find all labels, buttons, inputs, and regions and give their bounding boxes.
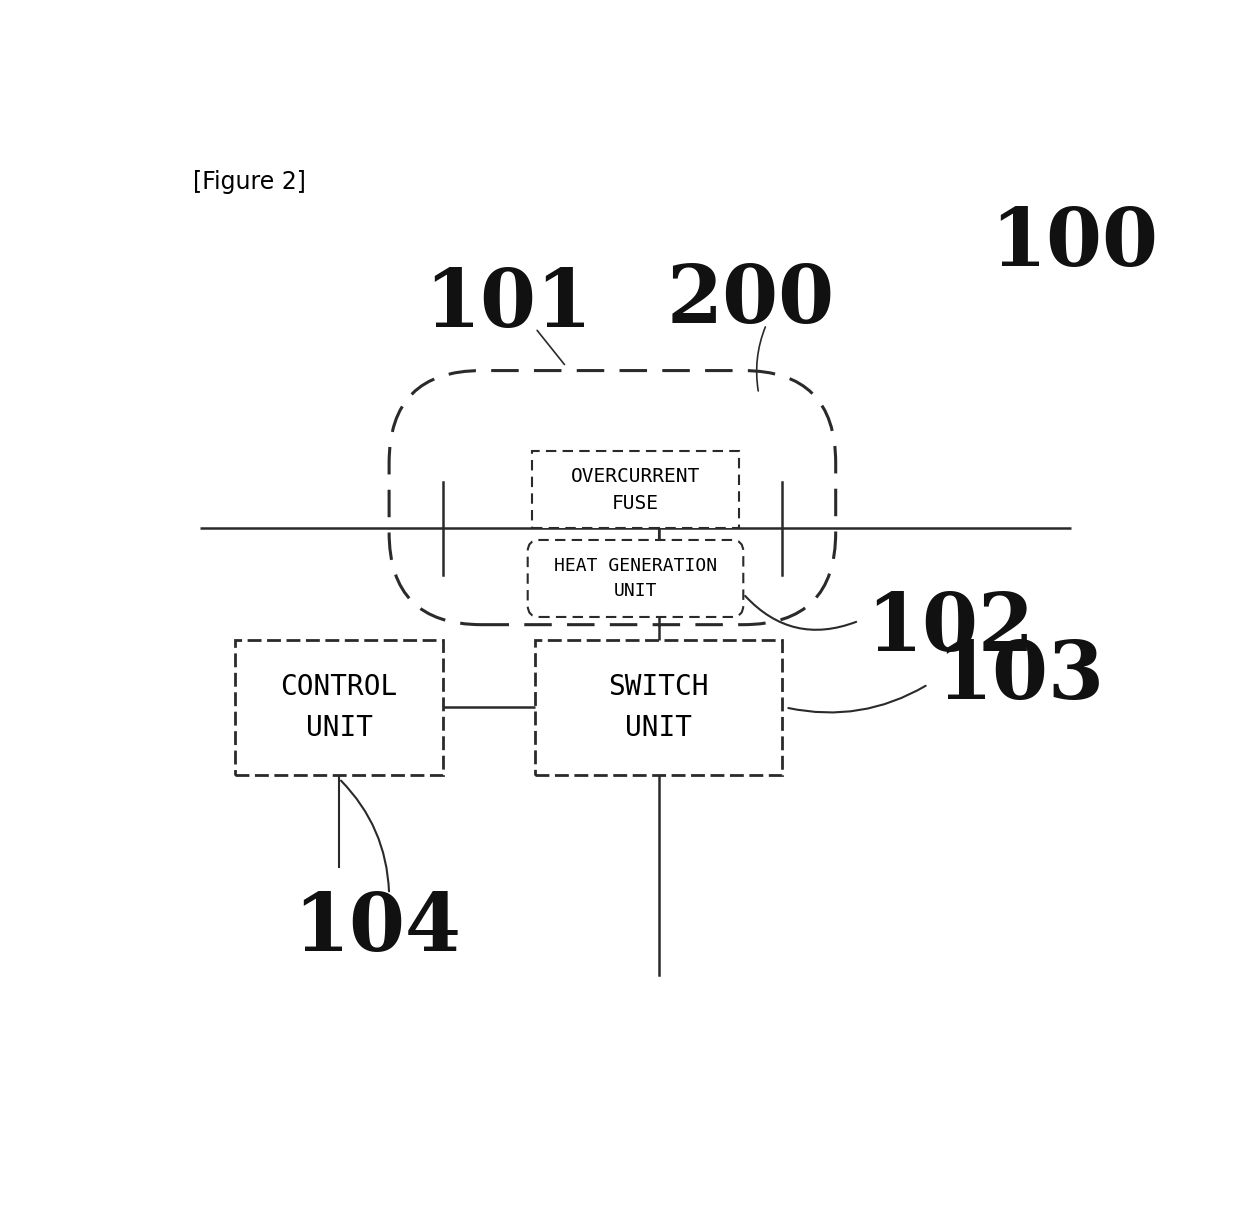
Text: OVERCURRENT
FUSE: OVERCURRENT FUSE xyxy=(570,467,701,512)
Text: 100: 100 xyxy=(990,204,1158,283)
Text: 103: 103 xyxy=(936,638,1104,715)
Text: 104: 104 xyxy=(294,890,461,968)
Text: SWITCH
UNIT: SWITCH UNIT xyxy=(609,673,709,742)
Text: [Figure 2]: [Figure 2] xyxy=(192,170,305,194)
Text: CONTROL
UNIT: CONTROL UNIT xyxy=(280,673,398,742)
Text: HEAT GENERATION
UNIT: HEAT GENERATION UNIT xyxy=(554,557,717,600)
Text: 200: 200 xyxy=(667,262,835,341)
Text: 102: 102 xyxy=(867,590,1034,668)
FancyBboxPatch shape xyxy=(236,640,443,774)
FancyBboxPatch shape xyxy=(528,540,743,617)
FancyBboxPatch shape xyxy=(532,452,739,528)
Text: 101: 101 xyxy=(424,266,593,344)
FancyBboxPatch shape xyxy=(536,640,781,774)
